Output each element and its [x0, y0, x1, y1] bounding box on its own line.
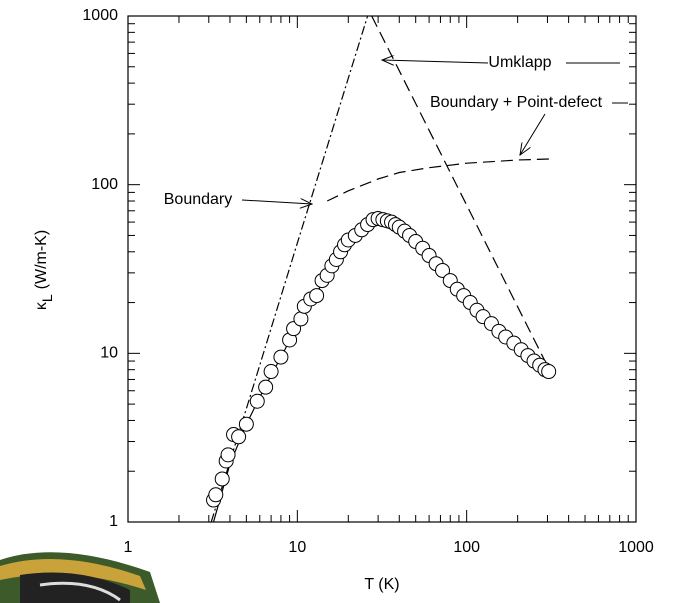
data-point	[220, 447, 236, 463]
annotation: Umklapp	[488, 54, 551, 71]
x-tick-label: 10	[288, 539, 306, 556]
y-axis-label: κL (W/m-K)	[33, 230, 54, 310]
x-tick-label: 1000	[618, 539, 654, 556]
data-point	[231, 429, 247, 445]
annotation: Boundary	[164, 191, 233, 208]
y-label-sub: L	[39, 294, 55, 302]
annotation-arrow	[382, 60, 489, 63]
x-tick-label: 1	[124, 539, 133, 556]
curve	[210, 16, 369, 522]
y-tick-label: 1	[109, 513, 118, 530]
data-point	[208, 487, 224, 503]
data-point	[258, 379, 274, 395]
y-label-unit: (W/m-K)	[33, 230, 50, 290]
data-point	[238, 416, 254, 432]
y-label-symbol: κ	[33, 301, 50, 310]
data-point	[541, 364, 557, 380]
y-tick-label: 10	[100, 345, 118, 362]
annotation-arrow	[241, 200, 312, 204]
data-point	[293, 311, 309, 327]
y-tick-label: 100	[91, 176, 118, 193]
curve	[371, 16, 549, 367]
x-axis-label: T (K)	[364, 576, 399, 593]
data-point	[214, 471, 230, 487]
data-point	[249, 393, 265, 409]
plot-frame	[127, 15, 637, 523]
y-tick-label: 1000	[82, 7, 118, 24]
data-point	[263, 364, 279, 380]
curve	[326, 158, 550, 202]
annotation-arrow	[520, 113, 546, 155]
data-point	[273, 349, 289, 365]
photo-fragment	[0, 552, 160, 603]
annotation: Boundary + Point-defect	[430, 94, 603, 111]
data-point	[309, 288, 325, 304]
x-tick-label: 100	[453, 539, 480, 556]
data-point	[435, 262, 451, 278]
